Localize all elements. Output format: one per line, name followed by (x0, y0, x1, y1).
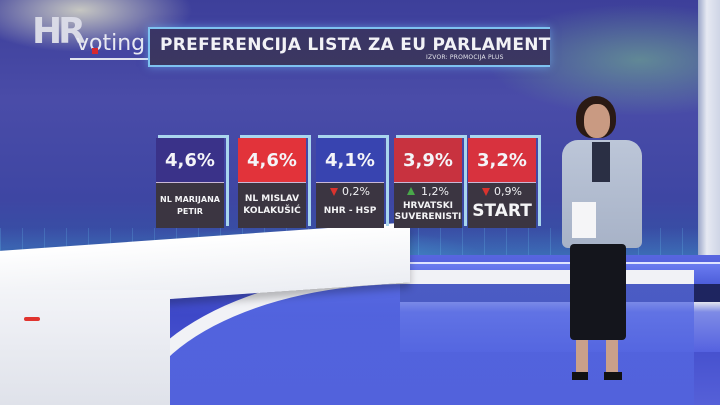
card-edge (158, 135, 229, 226)
card-label: NHR - HSP (323, 206, 377, 216)
poll-card: 4,6% NL MARIJANA PETIR (156, 135, 229, 228)
wall-frame (698, 0, 720, 300)
card-label: NL MARIJANA (160, 195, 220, 204)
change-value: 1,2% (421, 185, 449, 198)
card-value: 4,6% (165, 149, 215, 171)
card-change: 0,9% (468, 185, 536, 198)
card-divider (238, 182, 306, 183)
poll-card: 4,1% 0,2% NHR - HSP (316, 135, 389, 228)
card-label-box: NL MARIJANA PETIR (156, 183, 224, 228)
card-edge (318, 135, 389, 226)
card-label: PETIR (177, 207, 203, 216)
desk-front (0, 290, 170, 405)
presenter-pants (570, 244, 626, 340)
card-value-box: 3,9% (394, 138, 462, 182)
card-edge (470, 135, 541, 226)
card-label: KOLAKUŠIĆ (243, 206, 301, 216)
source-label: IZVOR: PROMOCIJA PLUS (426, 54, 504, 61)
poll-card: 3,2% 0,9% START (468, 135, 541, 228)
card-label-box: 1,2% HRVATSKI SUVERENISTI (394, 183, 462, 228)
card-label-box: 0,2% NHR - HSP (316, 183, 384, 228)
card-label: START (472, 201, 532, 221)
presenter-top (592, 142, 610, 182)
hr-voting-logo: HR voting (32, 11, 178, 62)
logo-voting: voting (76, 31, 146, 56)
chart-title: PREFERENCIJA LISTA ZA EU PARLAMENT (160, 35, 551, 55)
arrow-up-icon (407, 187, 416, 195)
card-divider (316, 182, 384, 183)
card-change: 1,2% (394, 185, 462, 198)
presenter-shoes (572, 372, 624, 380)
card-value: 3,2% (477, 149, 527, 171)
card-value-box: 4,6% (156, 138, 224, 182)
card-edge (396, 135, 467, 226)
card-label: HRVATSKI (402, 201, 454, 211)
arrow-down-icon (330, 188, 339, 196)
presenter (560, 96, 650, 386)
card-label-box: 0,9% START (468, 183, 536, 228)
card-value: 4,1% (325, 149, 375, 171)
card-label: SUVERENISTI (394, 212, 462, 222)
change-value: 0,2% (342, 185, 370, 198)
logo-hr: HR (32, 11, 86, 52)
logo-dot (92, 48, 98, 54)
card-value-box: 4,1% (316, 138, 384, 182)
desk-indicator-light (24, 317, 40, 321)
card-label-box: NL MISLAV KOLAKUŠIĆ (238, 183, 306, 228)
presenter-legs (576, 340, 622, 376)
presenter-notes (572, 202, 596, 238)
card-edge (240, 135, 311, 226)
card-value-box: 3,2% (468, 138, 536, 182)
card-change: 0,2% (316, 185, 384, 198)
arrow-down-icon (482, 188, 491, 196)
poll-card: 3,9% 1,2% HRVATSKI SUVERENISTI (394, 135, 467, 228)
logo-underline (70, 58, 178, 60)
card-divider (156, 182, 224, 183)
card-divider (468, 182, 536, 183)
card-value: 4,6% (247, 149, 297, 171)
poll-card: 4,6% NL MISLAV KOLAKUŠIĆ (238, 135, 311, 228)
change-value: 0,9% (494, 185, 522, 198)
card-value-box: 4,6% (238, 138, 306, 182)
card-divider (394, 182, 462, 183)
card-value: 3,9% (403, 149, 453, 171)
title-bar: PREFERENCIJA LISTA ZA EU PARLAMENT IZVOR… (148, 27, 550, 67)
presenter-face (584, 104, 610, 138)
card-label: NL MISLAV (244, 194, 300, 204)
